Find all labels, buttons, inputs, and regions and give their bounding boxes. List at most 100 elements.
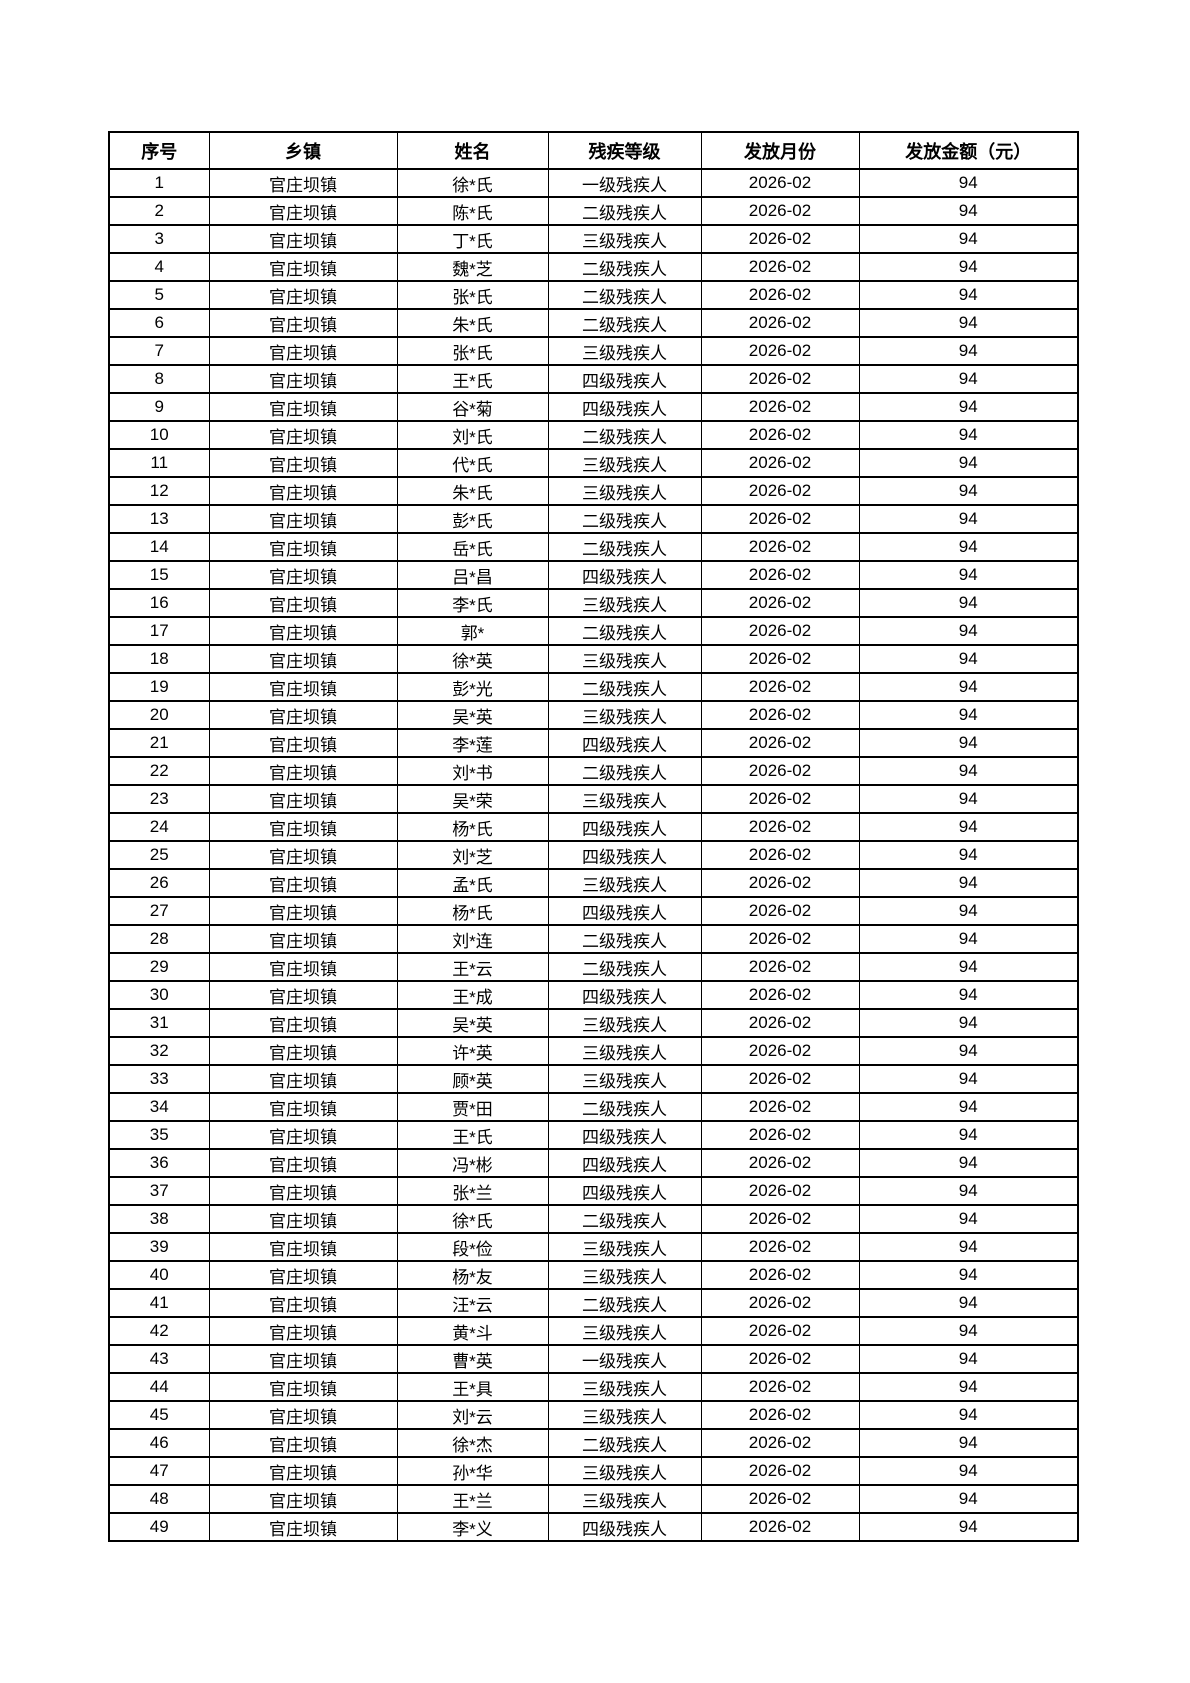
table-cell: 官庄坝镇 [208, 196, 398, 226]
table-cell: 94 [858, 252, 1079, 282]
table-cell: 官庄坝镇 [208, 952, 398, 982]
table-cell: 3 [108, 224, 210, 254]
table-row: 43 官庄坝镇 曹*英 一级残疾人 2026-02 94 [108, 1344, 1079, 1374]
table-cell: 2026-02 [700, 504, 860, 534]
table-row: 35 官庄坝镇 王*氏 四级残疾人 2026-02 94 [108, 1120, 1079, 1150]
table-cell: 2026-02 [700, 1008, 860, 1038]
table-cell: 24 [108, 812, 210, 842]
table-cell: 13 [108, 504, 210, 534]
table-cell: 2026-02 [700, 1260, 860, 1290]
table-cell: 94 [858, 280, 1079, 310]
table-cell: 94 [858, 1176, 1079, 1206]
table-cell: 官庄坝镇 [208, 840, 398, 870]
table-cell: 二级残疾人 [547, 252, 702, 282]
table-cell: 94 [858, 1372, 1079, 1402]
table-row: 2 官庄坝镇 陈*氏 二级残疾人 2026-02 94 [108, 196, 1079, 226]
table-cell: 四级残疾人 [547, 364, 702, 394]
table-cell: 20 [108, 700, 210, 730]
table-cell: 2026-02 [700, 1176, 860, 1206]
table-cell: 孙*华 [396, 1456, 549, 1486]
table-cell: 94 [858, 196, 1079, 226]
table-cell: 三级残疾人 [547, 1316, 702, 1346]
table-row: 4 官庄坝镇 魏*芝 二级残疾人 2026-02 94 [108, 252, 1079, 282]
table-cell: 41 [108, 1288, 210, 1318]
table-cell: 顾*英 [396, 1064, 549, 1094]
table-cell: 冯*彬 [396, 1148, 549, 1178]
table-cell: 三级残疾人 [547, 448, 702, 478]
table-row: 32 官庄坝镇 许*英 三级残疾人 2026-02 94 [108, 1036, 1079, 1066]
table-cell: 官庄坝镇 [208, 1148, 398, 1178]
table-row: 48 官庄坝镇 王*兰 三级残疾人 2026-02 94 [108, 1484, 1079, 1514]
table-cell: 2026-02 [700, 476, 860, 506]
table-cell: 吴*英 [396, 700, 549, 730]
header-row: 序号 乡镇 姓名 残疾等级 发放月份 发放金额（元） [108, 131, 1079, 170]
table-row: 31 官庄坝镇 吴*英 三级残疾人 2026-02 94 [108, 1008, 1079, 1038]
table-cell: 15 [108, 560, 210, 590]
table-cell: 94 [858, 1064, 1079, 1094]
table-cell: 14 [108, 532, 210, 562]
table-cell: 94 [858, 1344, 1079, 1374]
table-cell: 官庄坝镇 [208, 616, 398, 646]
table-cell: 二级残疾人 [547, 952, 702, 982]
table-cell: 2026-02 [700, 1484, 860, 1514]
table-cell: 二级残疾人 [547, 1092, 702, 1122]
table-cell: 94 [858, 1484, 1079, 1514]
table-cell: 陈*氏 [396, 196, 549, 226]
table-cell: 94 [858, 1008, 1079, 1038]
table-cell: 官庄坝镇 [208, 168, 398, 198]
table-cell: 2026-02 [700, 392, 860, 422]
table-cell: 张*氏 [396, 336, 549, 366]
table-cell: 三级残疾人 [547, 1484, 702, 1514]
table-cell: 彭*光 [396, 672, 549, 702]
table-cell: 94 [858, 364, 1079, 394]
table-cell: 二级残疾人 [547, 532, 702, 562]
table-cell: 94 [858, 560, 1079, 590]
table-cell: 94 [858, 476, 1079, 506]
table-row: 6 官庄坝镇 朱*氏 二级残疾人 2026-02 94 [108, 308, 1079, 338]
table-cell: 31 [108, 1008, 210, 1038]
table-cell: 2026-02 [700, 980, 860, 1010]
table-cell: 2026-02 [700, 196, 860, 226]
table-cell: 94 [858, 448, 1079, 478]
table-cell: 5 [108, 280, 210, 310]
table-row: 10 官庄坝镇 刘*氏 二级残疾人 2026-02 94 [108, 420, 1079, 450]
table-cell: 官庄坝镇 [208, 1092, 398, 1122]
table-cell: 徐*氏 [396, 168, 549, 198]
table-cell: 官庄坝镇 [208, 224, 398, 254]
table-cell: 刘*芝 [396, 840, 549, 870]
table-cell: 官庄坝镇 [208, 1176, 398, 1206]
table-cell: 94 [858, 644, 1079, 674]
table-cell: 2026-02 [700, 168, 860, 198]
table-cell: 官庄坝镇 [208, 252, 398, 282]
table-cell: 彭*氏 [396, 504, 549, 534]
table-cell: 四级残疾人 [547, 896, 702, 926]
table-cell: 四级残疾人 [547, 1512, 702, 1542]
table-cell: 2026-02 [700, 1288, 860, 1318]
table-cell: 2026-02 [700, 1148, 860, 1178]
table-cell: 2026-02 [700, 1204, 860, 1234]
table-cell: 39 [108, 1232, 210, 1262]
table-row: 8 官庄坝镇 王*氏 四级残疾人 2026-02 94 [108, 364, 1079, 394]
table-cell: 94 [858, 1148, 1079, 1178]
table-cell: 四级残疾人 [547, 980, 702, 1010]
table-row: 18 官庄坝镇 徐*英 三级残疾人 2026-02 94 [108, 644, 1079, 674]
table-cell: 2 [108, 196, 210, 226]
table-cell: 22 [108, 756, 210, 786]
table-cell: 44 [108, 1372, 210, 1402]
table-cell: 吴*英 [396, 1008, 549, 1038]
table-row: 38 官庄坝镇 徐*氏 二级残疾人 2026-02 94 [108, 1204, 1079, 1234]
table-cell: 官庄坝镇 [208, 1036, 398, 1066]
table-cell: 官庄坝镇 [208, 1456, 398, 1486]
table-body: 1 官庄坝镇 徐*氏 一级残疾人 2026-02 94 2 官庄坝镇 陈*氏 二级残疾人 2026-… [108, 168, 1079, 1542]
table-cell: 四级残疾人 [547, 840, 702, 870]
table-row: 20 官庄坝镇 吴*英 三级残疾人 2026-02 94 [108, 700, 1079, 730]
table-cell: 二级残疾人 [547, 756, 702, 786]
table-row: 21 官庄坝镇 李*莲 四级残疾人 2026-02 94 [108, 728, 1079, 758]
table-cell: 94 [858, 420, 1079, 450]
table-cell: 94 [858, 672, 1079, 702]
table-row: 14 官庄坝镇 岳*氏 二级残疾人 2026-02 94 [108, 532, 1079, 562]
table-row: 37 官庄坝镇 张*兰 四级残疾人 2026-02 94 [108, 1176, 1079, 1206]
table-cell: 三级残疾人 [547, 700, 702, 730]
table-cell: 2026-02 [700, 224, 860, 254]
table-cell: 官庄坝镇 [208, 1008, 398, 1038]
